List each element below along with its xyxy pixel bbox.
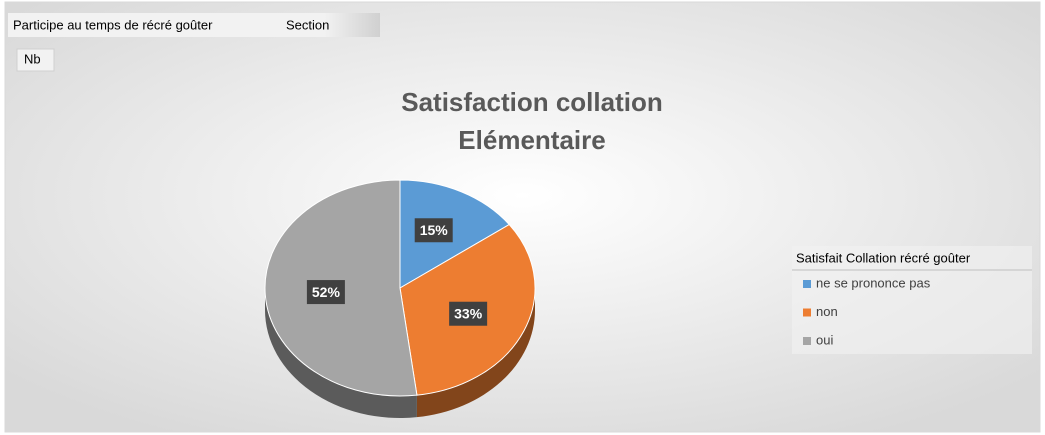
legend-label: non <box>816 304 838 319</box>
legend-swatch <box>803 308 811 317</box>
data-label: 33% <box>454 305 483 321</box>
data-label-box <box>306 280 345 305</box>
legend-swatch <box>803 280 811 288</box>
legend-title: Satisfait Collation récré goûter <box>796 250 971 265</box>
legend-swatch <box>803 337 811 345</box>
filter-button[interactable] <box>8 13 380 37</box>
data-label-box <box>449 301 488 326</box>
legend-label: ne se prononce pas <box>816 275 931 290</box>
data-label-box <box>414 218 453 243</box>
data-label: 52% <box>312 284 341 300</box>
legend-box <box>792 246 1032 354</box>
pie-slice-side <box>265 288 417 418</box>
data-label: 15% <box>420 222 449 238</box>
chart-title: Satisfaction collation <box>401 87 663 117</box>
pie-slice-side <box>416 288 535 418</box>
chart-title: Elémentaire <box>458 125 605 155</box>
pie-slice <box>399 179 511 289</box>
legend-label: oui <box>816 332 833 347</box>
filter-button-label: Participe au temps de récré goûter <box>13 17 213 32</box>
values-button[interactable] <box>16 48 55 72</box>
column-button-label[interactable]: Section <box>286 17 329 32</box>
chart-area <box>4 1 1041 433</box>
values-button-label: Nb <box>24 51 41 66</box>
